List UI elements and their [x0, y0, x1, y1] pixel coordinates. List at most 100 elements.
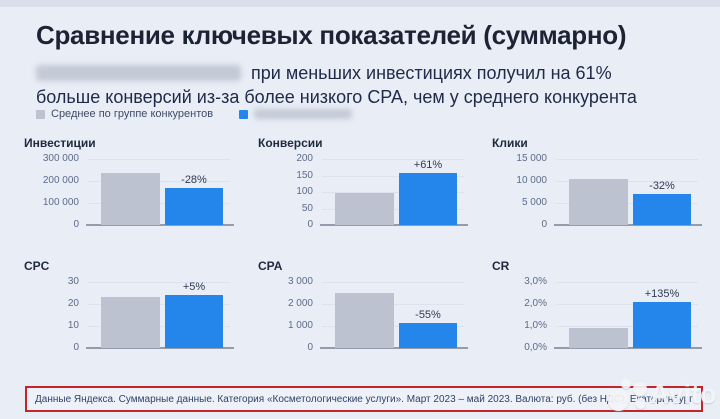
advertiser-color-swatch [239, 109, 249, 119]
delta-label-cpa: -55% [415, 309, 441, 321]
gridline [556, 159, 698, 160]
plot-area-investments: -28% [86, 159, 234, 226]
avito-logo-circle-icon [633, 382, 647, 396]
y-tick-label: 0 [541, 219, 547, 230]
avito-logo-circle-icon [621, 379, 631, 389]
y-tick-label: 15 000 [516, 153, 547, 164]
chart-investments: Инвестиции 300 000 200 000 100 000 0 -28% [24, 136, 242, 230]
gridline [322, 175, 464, 177]
page-title: Сравнение ключевых показателей (суммарно… [36, 20, 627, 50]
plot-area-cr: +135% [554, 282, 702, 349]
bar-advertiser-cpc [165, 295, 223, 348]
chart-cr: CR 3,0% 2,0% 1,0% 0,0% +135% [492, 259, 710, 353]
bar-competitor-cr [569, 328, 628, 348]
x-axis-line [320, 347, 468, 349]
y-tick-label: 20 [67, 298, 79, 309]
chart-title-conversions: Конверсии [258, 136, 323, 150]
x-axis-line [86, 224, 234, 226]
chart-title-investments: Инвестиции [24, 136, 96, 150]
legend-item-competitor: Среднее по группе конкурентов [36, 108, 213, 120]
blurred-advertiser-legend-label [254, 109, 353, 119]
y-tick-label: 0 [73, 219, 79, 230]
y-tick-label: 1,0% [524, 320, 547, 331]
y-axis-conversions: 200 150 100 50 0 [258, 153, 322, 230]
subtitle: при меньших инвестициях получил на 61% б… [36, 61, 706, 109]
delta-label-cpc: +5% [182, 281, 206, 293]
y-tick-label: 0 [73, 342, 79, 353]
bar-advertiser-cr [633, 302, 691, 348]
y-tick-label: 100 000 [42, 197, 79, 208]
footer-note: Данные Яндекса. Суммарные данные. Катего… [25, 386, 703, 412]
avito-logo-circle-icon [635, 398, 646, 409]
y-tick-label: 2 000 [287, 298, 313, 309]
y-axis-cpc: 30 20 10 0 [24, 276, 88, 353]
top-strip [0, 0, 720, 7]
y-tick-label: 5 000 [521, 197, 547, 208]
y-tick-label: 200 000 [42, 175, 79, 186]
gridline [322, 282, 464, 283]
x-axis-line [554, 347, 702, 349]
bar-competitor-conversions [335, 193, 394, 225]
gridline [556, 304, 698, 305]
chart-cpc: CPC 30 20 10 0 +5% [24, 259, 242, 353]
y-axis-cr: 3,0% 2,0% 1,0% 0,0% [492, 276, 556, 353]
x-axis-line [86, 347, 234, 349]
y-tick-label: 0 [307, 342, 313, 353]
subtitle-line-1-text: при меньших инвестициях получил на 61% [251, 63, 612, 83]
delta-label-clicks: -32% [649, 180, 675, 192]
y-tick-label: 2,0% [524, 298, 547, 309]
x-axis-line [320, 224, 468, 226]
gridline [88, 159, 230, 160]
avito-watermark-logo: Avito [608, 377, 717, 415]
charts-grid: Инвестиции 300 000 200 000 100 000 0 -28% Конв… [24, 136, 710, 353]
x-axis-line [554, 224, 702, 226]
gridline [556, 282, 698, 283]
plot-area-conversions: +61% [320, 159, 468, 226]
y-tick-label: 0,0% [524, 342, 547, 353]
gridline [556, 326, 698, 327]
delta-label-cr: +135% [644, 288, 680, 300]
legend-competitor-label: Среднее по группе конкурентов [51, 108, 214, 120]
y-tick-label: 0 [307, 219, 313, 230]
chart-title-clicks: Клики [492, 136, 528, 150]
bar-advertiser-clicks [633, 194, 691, 225]
gridline [322, 192, 464, 193]
y-tick-label: 200 [296, 153, 313, 164]
bar-advertiser-conversions [399, 173, 457, 225]
chart-cpa: CPA 3 000 2 000 1 000 0 -55% [258, 259, 476, 353]
y-tick-label: 10 [67, 320, 79, 331]
y-tick-label: 3 000 [287, 276, 313, 287]
y-axis-clicks: 15 000 10 000 5 000 0 [492, 153, 556, 230]
y-axis-investments: 300 000 200 000 100 000 0 [24, 153, 88, 230]
chart-title-cpa: CPA [258, 259, 283, 273]
bar-competitor-investments [101, 173, 160, 225]
bar-advertiser-cpa [399, 323, 457, 348]
delta-label-conversions: +61% [413, 159, 443, 171]
legend-item-advertiser [239, 109, 353, 119]
chart-legend: Среднее по группе конкурентов [36, 108, 353, 120]
gridline [88, 282, 230, 283]
bar-competitor-clicks [569, 179, 628, 225]
y-axis-cpa: 3 000 2 000 1 000 0 [258, 276, 322, 353]
plot-area-cpc: +5% [86, 281, 234, 349]
y-tick-label: 10 000 [516, 175, 547, 186]
chart-clicks: Клики 15 000 10 000 5 000 0 -32% [492, 136, 710, 230]
bar-competitor-cpa [335, 293, 394, 348]
blurred-advertiser-name [36, 64, 241, 81]
competitor-color-swatch [36, 109, 45, 119]
chart-title-cr: CR [492, 259, 510, 273]
avito-wordmark: Avito [650, 379, 717, 409]
bar-competitor-cpc [101, 297, 160, 348]
chart-title-cpc: CPC [24, 259, 50, 273]
y-tick-label: 300 000 [42, 153, 79, 164]
plot-area-clicks: -32% [554, 159, 702, 226]
bar-advertiser-investments [165, 188, 223, 225]
gridline [322, 159, 464, 160]
subtitle-line-1: при меньших инвестициях получил на 61% [36, 61, 706, 85]
y-tick-label: 100 [296, 186, 313, 197]
y-tick-label: 150 [296, 169, 313, 181]
plot-area-cpa: -55% [320, 282, 468, 349]
chart-conversions: Конверсии 200 150 100 50 0 +61% [258, 136, 476, 230]
y-tick-label: 1 000 [287, 320, 313, 331]
